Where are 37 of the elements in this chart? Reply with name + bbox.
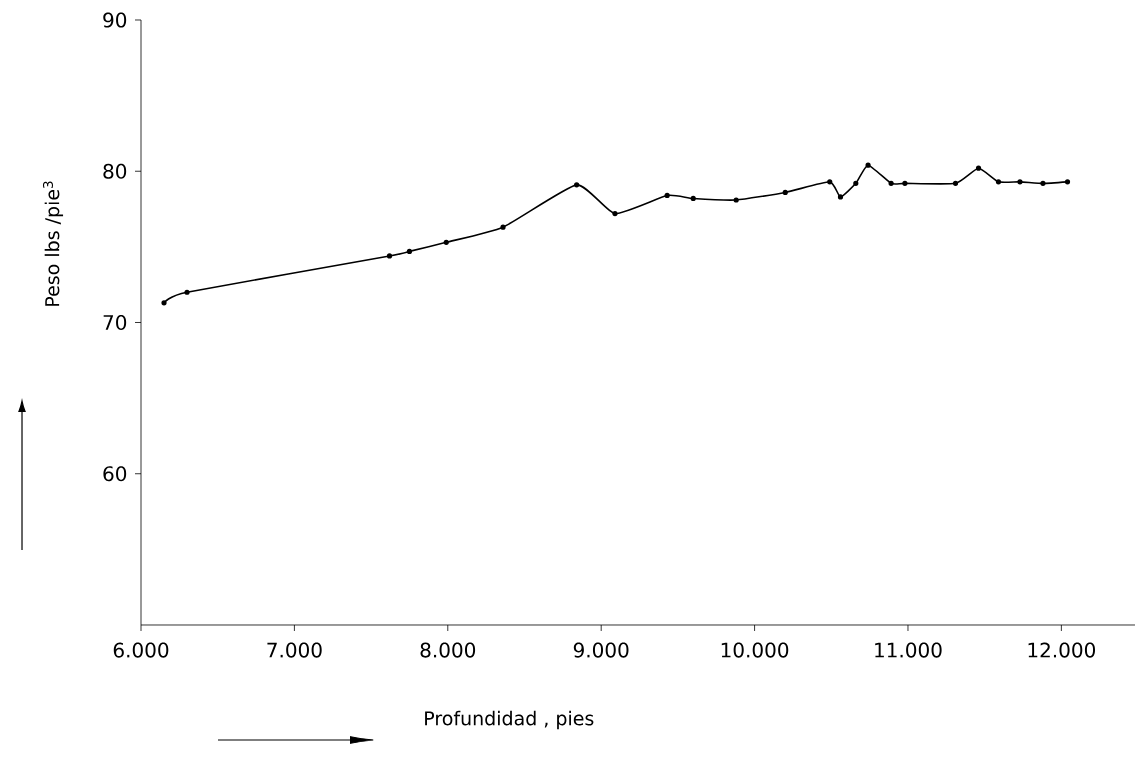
point [837, 194, 844, 200]
x-axis-title: Profundidad , pies [425, 710, 594, 730]
point [952, 180, 959, 186]
y-tick-label: 80 [103, 163, 127, 179]
point [975, 165, 982, 171]
x-tick-label: 10.000 [721, 642, 789, 658]
point [161, 300, 167, 306]
y-axis-title: Peso lbs /pie$^{3}$ [42, 181, 64, 306]
point [782, 189, 788, 196]
point [386, 253, 393, 259]
point [902, 180, 908, 186]
y-tick-label: 70 [103, 314, 127, 331]
point [500, 224, 506, 230]
y-tick-label: 60 [103, 466, 127, 482]
x-tick-label: 8.000 [420, 642, 476, 658]
point [664, 192, 670, 199]
point [865, 162, 871, 168]
point [1040, 180, 1046, 186]
point [1064, 179, 1071, 185]
y-tick-label: 90 [103, 12, 127, 28]
point [612, 210, 618, 217]
x-tick-label: 11.000 [875, 642, 942, 658]
point [443, 239, 449, 245]
point [406, 248, 413, 254]
point [184, 289, 190, 295]
point [574, 182, 580, 188]
x-tick-label: 7.000 [267, 642, 322, 658]
point [733, 197, 739, 203]
x-tick-label: 6.000 [113, 642, 169, 658]
x-tick-label: 12.000 [1028, 642, 1096, 658]
point [995, 179, 1002, 185]
point [690, 195, 696, 202]
point [853, 180, 859, 186]
x-tick-label: 9.000 [573, 642, 629, 658]
point [1017, 179, 1023, 185]
point [827, 179, 833, 185]
point [888, 180, 894, 186]
